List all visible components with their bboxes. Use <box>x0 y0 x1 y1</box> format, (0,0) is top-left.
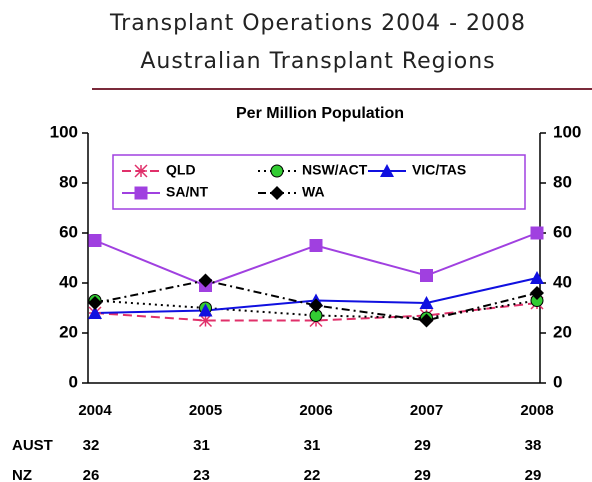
table-cell: 31 <box>193 437 210 454</box>
table-cell: 29 <box>525 467 542 482</box>
legend-marker <box>380 164 394 177</box>
x-tick-label: 2004 <box>78 402 112 419</box>
y-tick-label: 0 <box>69 372 78 391</box>
x-tick-label: 2006 <box>299 402 332 419</box>
table-cell: 23 <box>193 467 210 482</box>
data-point <box>88 234 102 247</box>
data-point <box>419 313 434 328</box>
y-tick-label: 80 <box>59 172 78 191</box>
table-cell: 26 <box>83 467 100 482</box>
y-tick-label: 100 <box>50 122 78 141</box>
data-point <box>420 269 433 282</box>
data-point <box>419 296 434 309</box>
legend-box <box>112 154 526 210</box>
chart-subtitle: Australian Transplant Regions <box>140 49 495 74</box>
y-tick-label: 20 <box>59 322 78 341</box>
data-point <box>198 303 213 317</box>
y2-tick-label: 80 <box>553 172 572 191</box>
x-tick-label: 2005 <box>189 402 222 419</box>
data-point <box>198 273 213 288</box>
series-line <box>94 302 538 322</box>
y-tick-label: 40 <box>59 272 78 291</box>
table-cell: 22 <box>304 467 321 482</box>
axis-title: Per Million Population <box>236 105 404 122</box>
table-row-label: AUST <box>12 437 53 454</box>
x-tick-label: 2007 <box>410 402 443 419</box>
table-row-label: NZ <box>12 467 32 482</box>
table-cell: 29 <box>414 437 431 454</box>
data-point <box>88 306 102 319</box>
data-point <box>530 271 544 284</box>
legend-marker <box>134 164 148 178</box>
legend-marker <box>270 186 284 200</box>
series-line <box>94 279 538 322</box>
y2-tick-label: 0 <box>553 372 562 391</box>
legend-marker <box>134 186 148 200</box>
data-point <box>88 296 102 310</box>
y2-tick-label: 100 <box>553 122 581 141</box>
data-point <box>530 286 544 300</box>
x-tick-label: 2008 <box>520 402 553 419</box>
data-point <box>309 239 323 252</box>
y2-tick-label: 40 <box>553 272 572 291</box>
chart-title: Transplant Operations 2004 - 2008 <box>109 11 526 36</box>
y-tick-label: 60 <box>59 222 78 241</box>
table-cell: 31 <box>304 437 321 454</box>
legend-label: SA/NT <box>166 184 208 200</box>
data-point <box>530 226 544 240</box>
table-cell: 38 <box>525 437 542 454</box>
y2-tick-label: 20 <box>553 322 572 341</box>
series-line <box>94 299 538 320</box>
legend-label: QLD <box>166 162 196 178</box>
legend-label: VIC/TAS <box>412 162 466 178</box>
y2-tick-label: 60 <box>553 222 572 241</box>
legend-label: NSW/ACT <box>302 162 368 178</box>
marker-stroke <box>134 164 148 178</box>
table-cell: 32 <box>83 437 100 454</box>
legend-marker <box>270 164 284 178</box>
data-point <box>309 298 323 313</box>
legend-label: WA <box>302 184 325 200</box>
table-cell: 29 <box>414 467 431 482</box>
